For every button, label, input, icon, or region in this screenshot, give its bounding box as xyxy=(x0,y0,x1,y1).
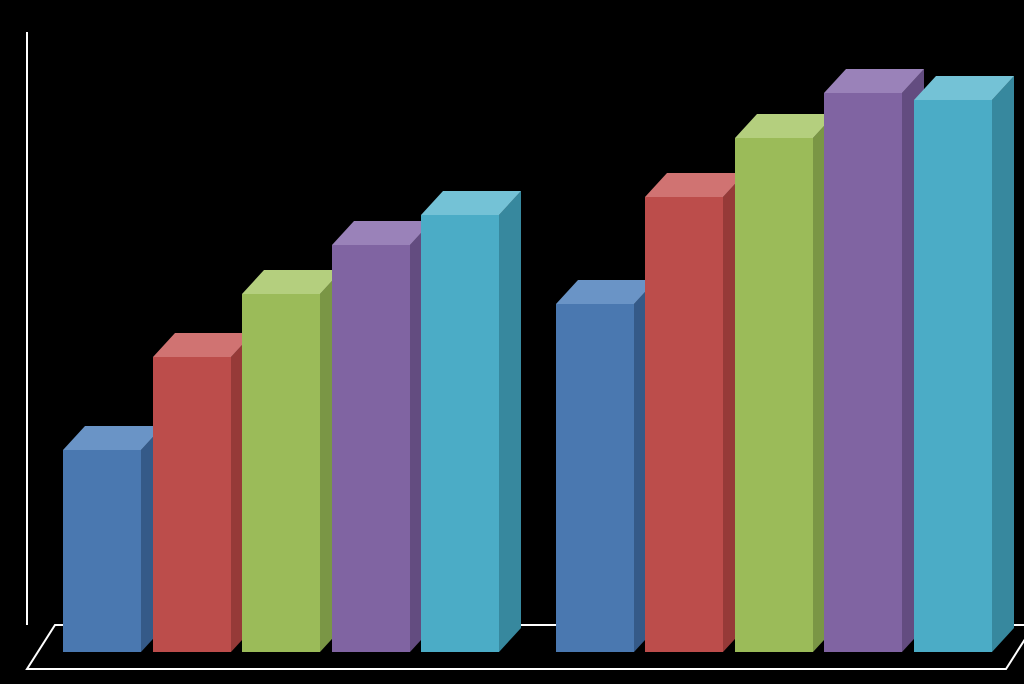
bar xyxy=(0,0,1024,684)
chart-canvas xyxy=(0,0,1024,684)
